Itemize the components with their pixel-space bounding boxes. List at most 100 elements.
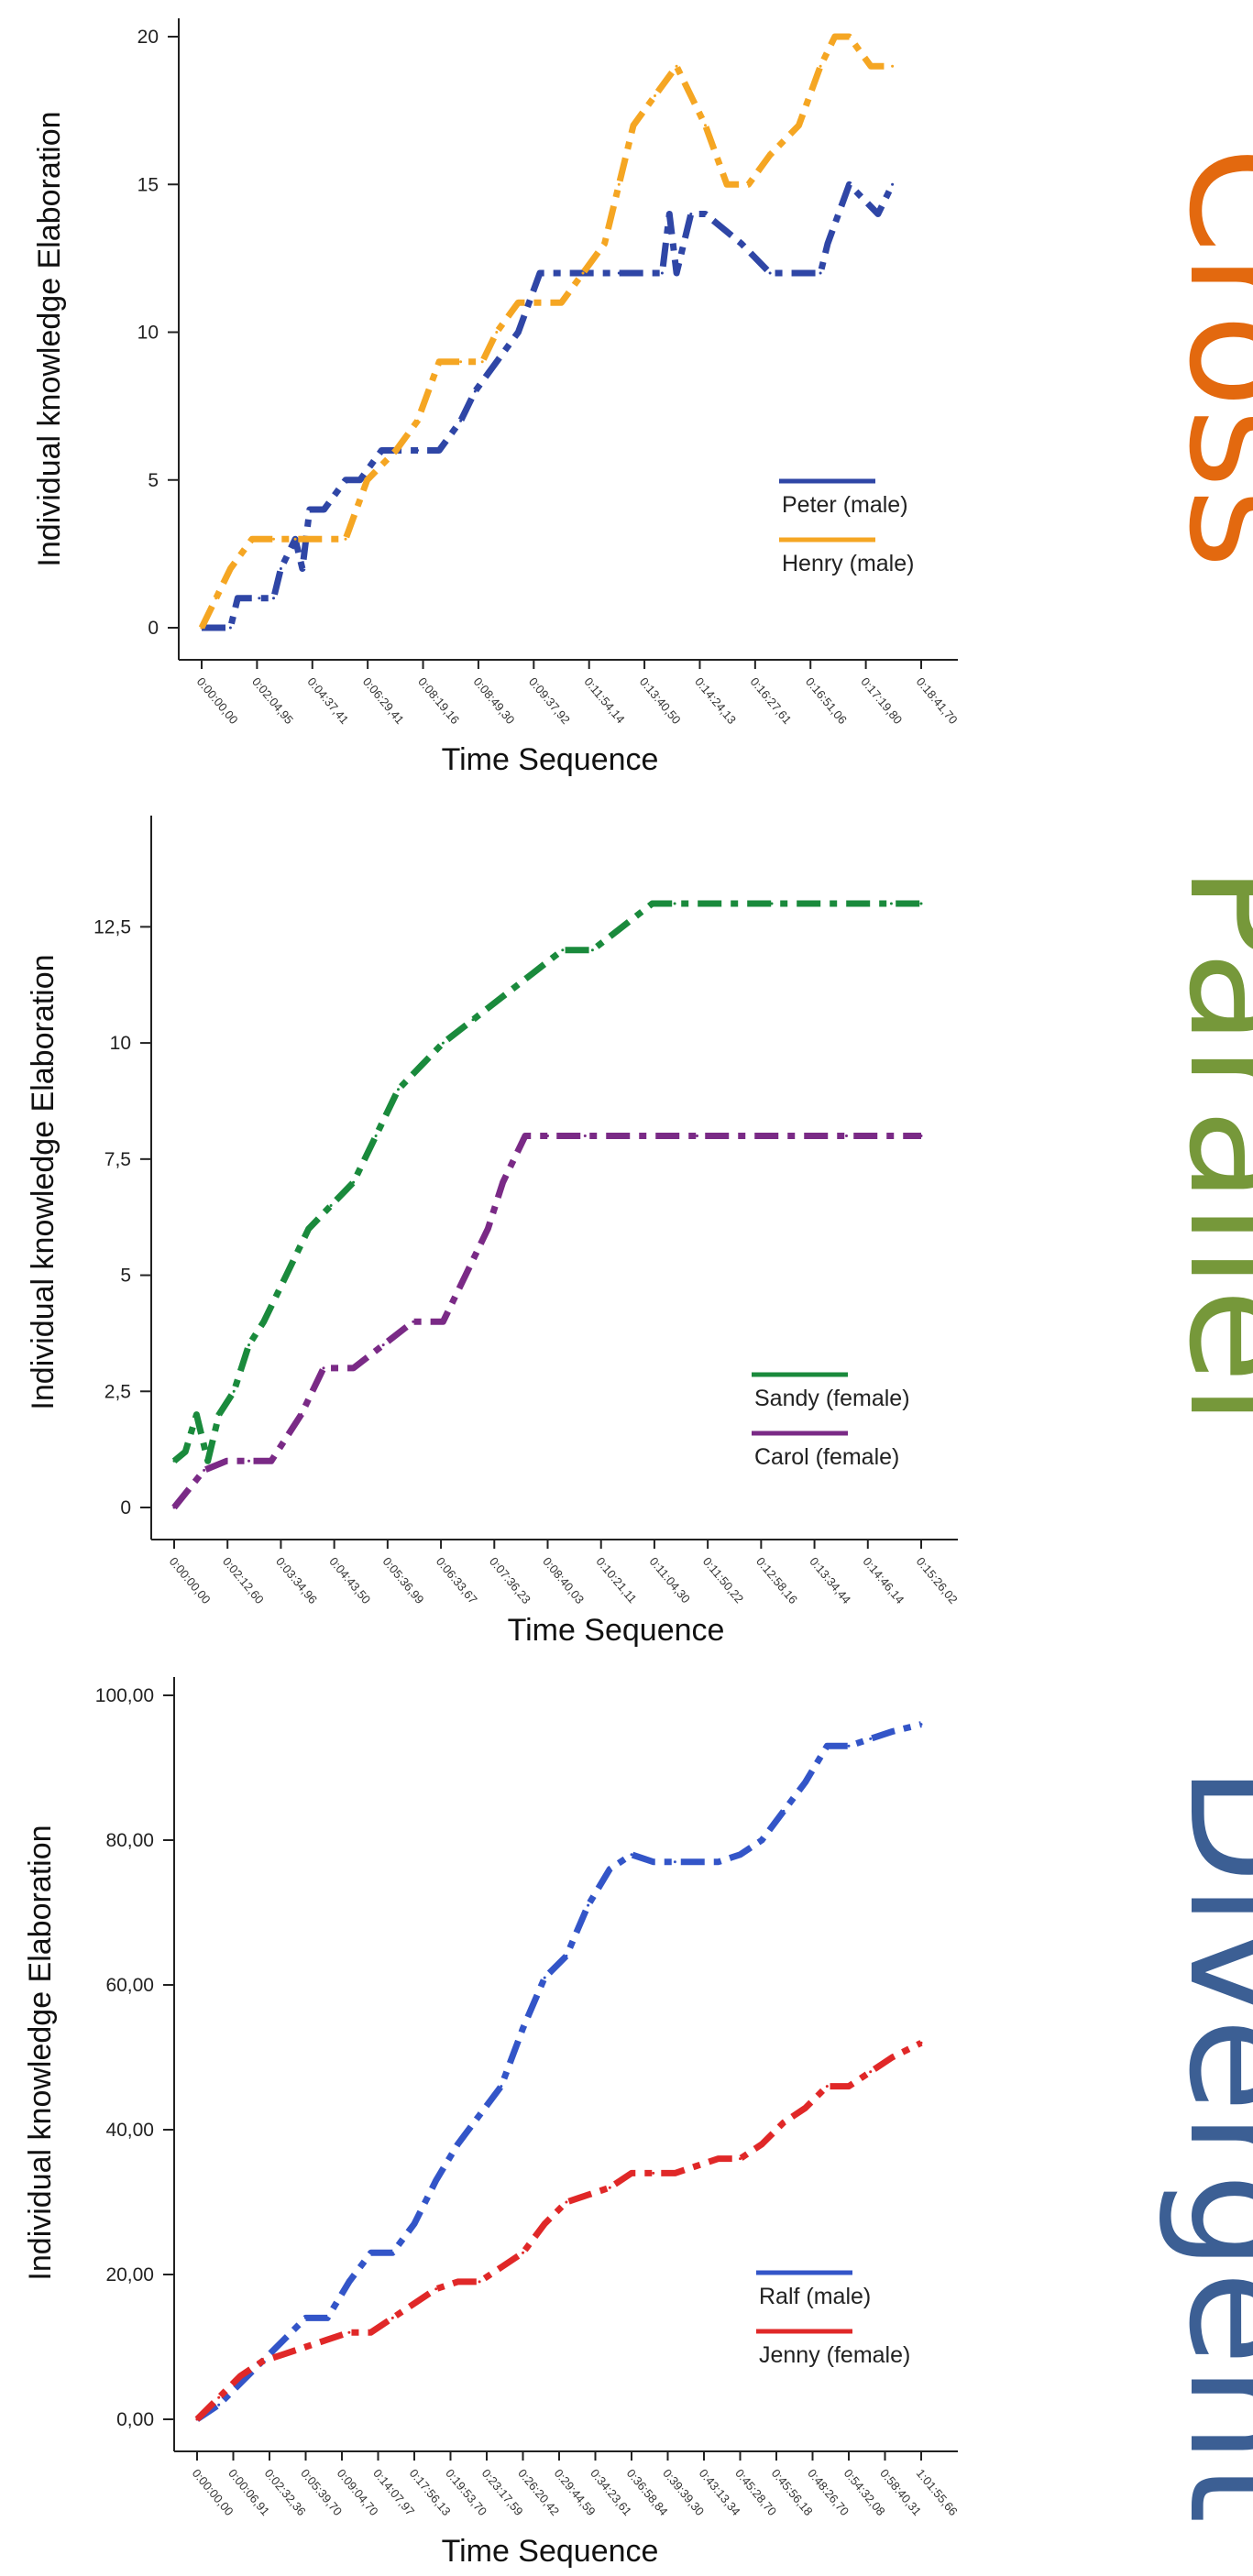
data-point <box>768 153 772 157</box>
data-point <box>284 1274 288 1277</box>
x-tick-label: 0:13:40,50 <box>637 674 684 727</box>
y-tick-label: 10 <box>137 323 159 344</box>
y-tick-label: 0 <box>120 1497 131 1518</box>
data-point <box>344 478 347 482</box>
series-line-1 <box>171 1133 921 1510</box>
data-point <box>826 242 830 246</box>
data-point <box>352 1366 356 1370</box>
data-point <box>390 2251 394 2254</box>
data-point <box>304 2316 307 2319</box>
data-point <box>695 2165 698 2167</box>
data-point <box>797 124 800 127</box>
y-tick-label: 0 <box>148 618 159 639</box>
data-point <box>587 1903 590 1907</box>
data-point <box>217 2403 221 2406</box>
data-point <box>608 2186 611 2189</box>
legend-label: Carol (female) <box>754 1444 899 1470</box>
data-point <box>739 1853 742 1857</box>
data-point <box>206 1459 210 1463</box>
series-line-1 <box>198 33 893 630</box>
data-point <box>228 567 232 570</box>
data-point <box>919 1135 923 1137</box>
data-point <box>660 271 664 275</box>
data-point <box>352 1180 356 1184</box>
y-tick-label: 80,00 <box>105 1830 154 1851</box>
data-point <box>471 1018 475 1022</box>
data-point <box>516 301 520 304</box>
x-tick-label: 0:16:27,61 <box>748 674 795 727</box>
x-tick-label: 0:08:19,16 <box>415 674 462 727</box>
data-point <box>200 626 203 630</box>
data-point <box>919 902 923 905</box>
data-point <box>590 948 594 952</box>
data-point <box>621 1135 624 1137</box>
pattern-label-divergent: Divergent <box>1155 1765 1253 2523</box>
data-point <box>889 902 893 905</box>
data-point <box>565 2200 568 2204</box>
x-tick-label: 0:03:34,96 <box>273 1554 320 1606</box>
data-point <box>478 2113 481 2117</box>
data-point <box>480 360 484 364</box>
data-point <box>501 1180 505 1184</box>
data-point <box>632 124 635 127</box>
data-point <box>847 1744 851 1748</box>
data-point <box>325 2316 329 2319</box>
legend-label: Peter (male) <box>782 492 908 518</box>
data-point <box>522 2026 524 2030</box>
data-point <box>538 301 542 304</box>
data-point <box>369 2251 373 2254</box>
data-point <box>412 2302 416 2306</box>
data-point <box>516 331 520 334</box>
data-point <box>473 389 477 393</box>
data-point <box>322 1366 325 1370</box>
data-point <box>740 242 743 246</box>
data-point <box>293 537 297 541</box>
y-axis-label: Individual knowledge Elaboration <box>26 954 60 1409</box>
data-point <box>217 1413 221 1417</box>
data-point <box>419 1064 423 1068</box>
data-point <box>825 2085 829 2088</box>
y-tick-label: 100,00 <box>95 1685 154 1706</box>
data-point <box>501 994 505 998</box>
data-point <box>782 2121 786 2124</box>
data-point <box>500 2265 503 2269</box>
data-point <box>232 1389 236 1393</box>
series-line-0 <box>195 1721 922 2422</box>
data-point <box>710 902 714 905</box>
x-axis-label: Time Sequence <box>442 2534 659 2569</box>
data-point <box>654 94 656 97</box>
data-point <box>869 64 873 68</box>
data-point <box>214 597 218 600</box>
data-point <box>347 2280 351 2284</box>
data-point <box>543 1976 546 1979</box>
data-point <box>247 1459 250 1463</box>
data-point <box>225 1459 228 1463</box>
data-point <box>523 1135 527 1137</box>
y-tick-label: 5 <box>148 470 159 491</box>
y-tick-label: 12,5 <box>93 916 131 937</box>
data-point <box>621 925 624 928</box>
data-point <box>561 948 565 952</box>
data-point <box>673 1860 676 1864</box>
data-point <box>282 2338 286 2341</box>
x-tick-label: 0:00:00,00 <box>194 674 241 727</box>
data-point <box>717 1860 720 1864</box>
data-point <box>195 2417 199 2421</box>
data-point <box>416 449 419 452</box>
x-axis-label: Time Sequence <box>442 742 659 777</box>
data-point <box>608 1868 611 1871</box>
data-point <box>919 2041 923 2044</box>
data-point <box>315 537 319 541</box>
data-point <box>531 971 534 975</box>
data-point <box>652 2171 655 2175</box>
x-tick-label: 0:04:37,41 <box>304 674 351 727</box>
data-point <box>890 2055 894 2059</box>
data-point <box>667 213 671 215</box>
x-tick-label: 0:16:51,06 <box>803 674 850 727</box>
data-point <box>269 1459 273 1463</box>
data-point <box>695 1860 698 1864</box>
data-point <box>390 2316 394 2319</box>
data-point <box>374 1135 378 1137</box>
